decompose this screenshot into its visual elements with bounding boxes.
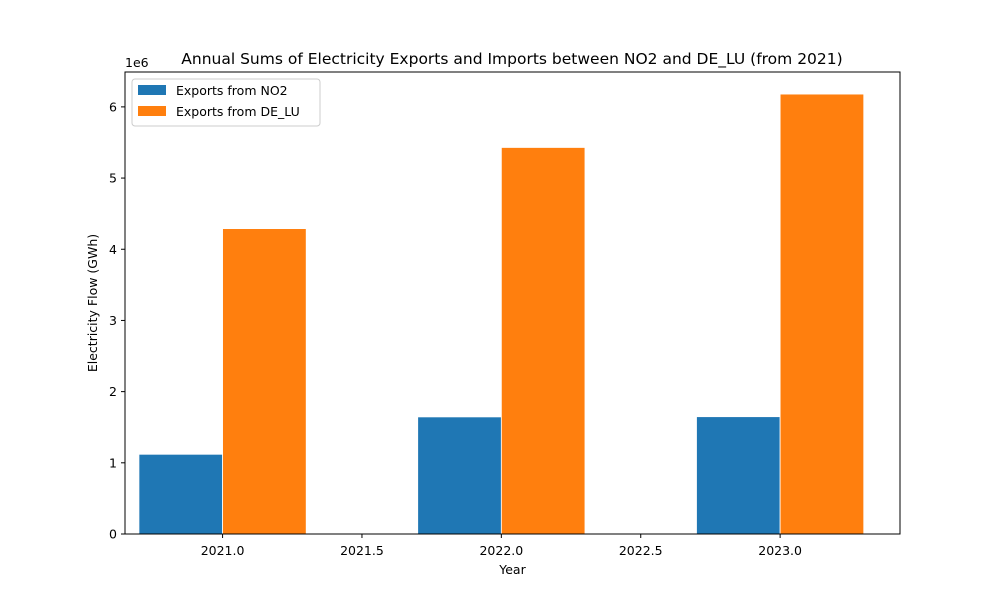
legend-box <box>131 78 321 127</box>
legend-label-no2: Exports from NO2 <box>176 83 288 98</box>
bar-no2-2022 <box>417 416 502 535</box>
y-tick-label: 3 <box>109 313 117 328</box>
bar-de-lu-2023 <box>779 93 865 535</box>
legend-label-de-lu: Exports from DE_LU <box>176 104 300 119</box>
x-tick-label: 2022.0 <box>479 543 523 558</box>
x-tick-label: 2021.5 <box>340 543 384 558</box>
x-tick-label: 2021.0 <box>201 543 245 558</box>
bar-de-lu-2022 <box>500 147 586 535</box>
legend: Exports from NO2 Exports from DE_LU <box>131 78 321 127</box>
bar-no2-2021 <box>138 453 223 535</box>
plot-frame <box>124 71 901 535</box>
legend-swatch-de-lu <box>138 106 166 116</box>
bar-de-lu-2021 <box>222 228 307 535</box>
chart-title: Annual Sums of Electricity Exports and I… <box>181 50 842 69</box>
bar-no2-2023 <box>696 416 781 535</box>
y-tick-label: 6 <box>109 99 117 114</box>
y-tick-label: 5 <box>109 171 117 186</box>
y-tick-label: 4 <box>109 242 117 257</box>
legend-swatch-no2 <box>138 85 166 95</box>
x-tick-label: 2023.0 <box>758 543 802 558</box>
y-tick-label: 2 <box>109 384 117 399</box>
x-axis-ticks: 2021.0 2021.5 2022.0 2022.5 2023.0 <box>201 534 802 558</box>
bars-group <box>138 93 865 535</box>
x-tick-label: 2022.5 <box>619 543 663 558</box>
y-axis-ticks: 0 1 2 3 4 5 6 <box>109 99 125 542</box>
y-tick-label: 1 <box>109 455 117 470</box>
y-axis-label: Electricity Flow (GWh) <box>85 234 100 372</box>
y-offset-text: 1e6 <box>125 55 149 70</box>
x-axis-label: Year <box>498 562 526 577</box>
y-tick-label: 0 <box>109 527 117 542</box>
